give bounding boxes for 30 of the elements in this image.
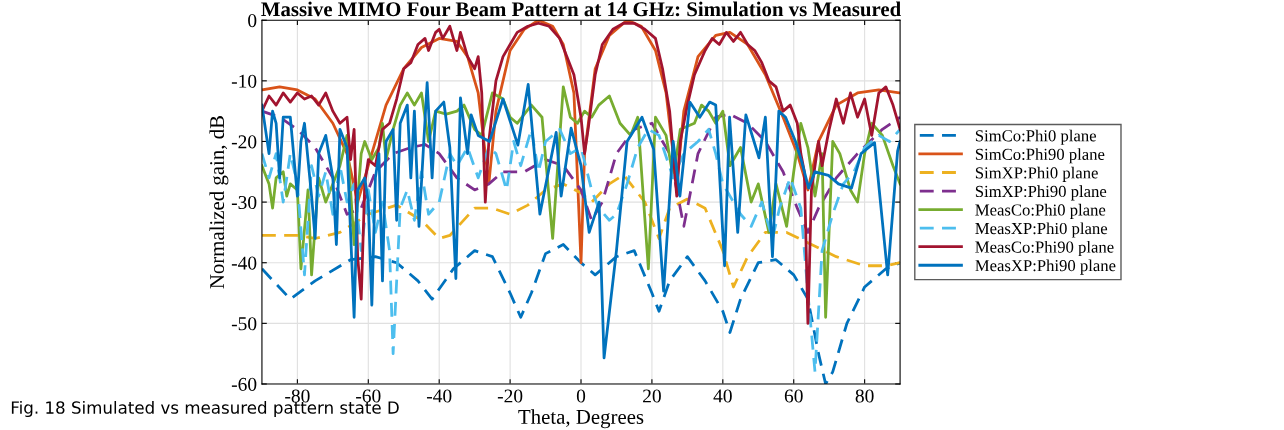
x-tick-label: -60: [356, 389, 381, 403]
line-series: [261, 173, 901, 289]
y-tick-label: -30: [231, 195, 257, 210]
y-tick-label: -60: [231, 377, 257, 391]
y-tick-label: -20: [231, 135, 257, 149]
y-tick-label: -50: [231, 317, 257, 331]
legend-label: MeasCo:Phi0 plane: [975, 203, 1106, 219]
chart-title: Massive MIMO Four Beam Pattern at 14 GHz: Simulation vs Measured: [261, 1, 901, 17]
legend-label: SimCo:Phi0 plane: [975, 129, 1096, 145]
legend-label: MeasXP:Phi90 plane: [975, 259, 1116, 275]
x-tick-label: -80: [285, 389, 310, 403]
y-tick-label: -40: [231, 256, 257, 270]
x-tick-label: 60: [784, 389, 803, 403]
x-tick-label: 20: [643, 389, 661, 403]
legend-label: SimXP:Phi0 plane: [975, 166, 1098, 182]
x-tick-label: -20: [497, 389, 523, 403]
legend-label: SimXP:Phi90 plane: [975, 185, 1107, 201]
line-series: [261, 127, 901, 374]
x-tick-label: 0: [576, 389, 586, 403]
line-series: [261, 109, 901, 234]
y-tick-label: 0: [248, 14, 257, 28]
legend-label: MeasXP:Phi0 plane: [975, 222, 1108, 238]
y-tick-label: -10: [231, 74, 257, 88]
legend-label: MeasCo:Phi90 plane: [975, 240, 1114, 257]
x-axis-title: Theta, Degrees: [518, 409, 644, 429]
x-tick-label: 40: [713, 389, 732, 403]
x-tick-label: 80: [855, 389, 874, 403]
x-tick-label: -40: [426, 389, 452, 403]
legend-label: SimCo:Phi90 plane: [975, 148, 1105, 164]
y-axis-title: Normalized gain, dB: [209, 116, 229, 289]
